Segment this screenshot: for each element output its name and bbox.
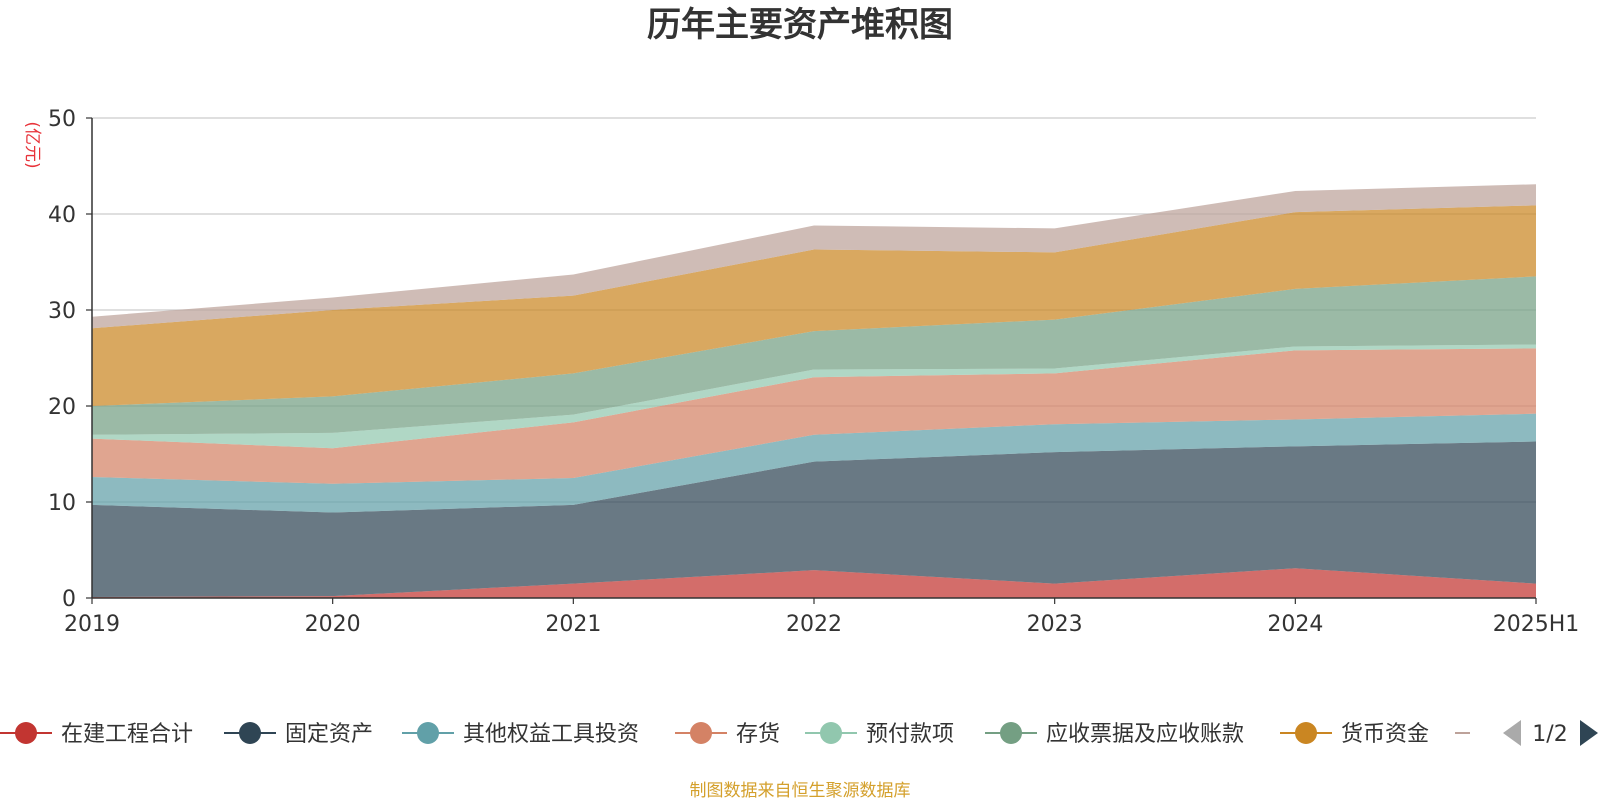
area-series-7 — [92, 205, 1536, 406]
triangle-left-icon[interactable] — [1503, 720, 1521, 746]
legend-item-8[interactable] — [1455, 722, 1507, 744]
legend-circle-icon — [15, 722, 37, 744]
chart-title: 历年主要资产堆积图 — [647, 5, 953, 45]
legend-label: 固定资产 — [285, 722, 373, 747]
x-tick-label: 2019 — [64, 612, 120, 637]
area-series-4 — [92, 348, 1536, 484]
y-tick-label: 50 — [48, 107, 76, 132]
y-tick-label: 0 — [62, 587, 76, 612]
legend-label: 货币资金 — [1341, 722, 1429, 747]
legend-circle-icon — [1000, 722, 1022, 744]
legend-label: 其他权益工具投资 — [463, 722, 639, 747]
legend-item-5[interactable]: 预付款项 — [805, 722, 954, 747]
triangle-right-icon[interactable] — [1580, 720, 1598, 746]
legend-circle-icon — [1295, 722, 1317, 744]
y-tick-label: 40 — [48, 203, 76, 228]
legend-circle-icon — [239, 722, 261, 744]
x-tick-label: 2022 — [786, 612, 842, 637]
area-series-2 — [92, 441, 1536, 598]
legend-item-3[interactable]: 其他权益工具投资 — [402, 722, 639, 747]
legend-item-1[interactable]: 在建工程合计 — [0, 722, 193, 747]
legend-pager: 1/2 — [1503, 720, 1598, 747]
x-tick-label: 2023 — [1027, 612, 1083, 637]
legend-item-6[interactable]: 应收票据及应收账款 — [985, 722, 1244, 747]
y-axis-unit: (亿元) — [22, 121, 42, 168]
legend-item-2[interactable]: 固定资产 — [224, 722, 373, 747]
legend-circle-icon — [1470, 722, 1492, 744]
legend: 在建工程合计 固定资产 其他权益工具投资 存货 预付款项 应收票据及应收账款 货币资金 — [0, 722, 1507, 747]
area-series-8 — [92, 184, 1536, 329]
y-tick-label: 10 — [48, 491, 76, 516]
x-tick-label: 2021 — [545, 612, 601, 637]
legend-label: 预付款项 — [866, 722, 954, 747]
legend-label: 存货 — [736, 722, 780, 747]
legend-circle-icon — [417, 722, 439, 744]
area-series-6 — [92, 276, 1536, 435]
x-tick-label: 2025H1 — [1493, 612, 1580, 637]
y-tick-labels: 0 10 20 30 40 50 — [48, 107, 76, 612]
area-series-3 — [92, 413, 1536, 513]
legend-item-7[interactable]: 货币资金 — [1280, 722, 1429, 747]
legend-circle-icon — [820, 722, 842, 744]
area-series-1 — [92, 568, 1536, 598]
y-tick-label: 30 — [48, 299, 76, 324]
x-tick-label: 2020 — [305, 612, 361, 637]
y-tick-label: 20 — [48, 395, 76, 420]
area-series-group — [92, 184, 1536, 598]
source-note: 制图数据来自恒生聚源数据库 — [690, 781, 911, 800]
x-tick-labels: 2019 2020 2021 2022 2023 2024 2025H1 — [64, 598, 1579, 637]
legend-label: 在建工程合计 — [61, 722, 193, 747]
legend-item-4[interactable]: 存货 — [675, 722, 780, 747]
legend-circle-icon — [690, 722, 712, 744]
x-tick-label: 2024 — [1267, 612, 1323, 637]
legend-label: 应收票据及应收账款 — [1046, 722, 1244, 747]
area-series-5 — [92, 344, 1536, 449]
legend-page-indicator: 1/2 — [1532, 722, 1567, 747]
